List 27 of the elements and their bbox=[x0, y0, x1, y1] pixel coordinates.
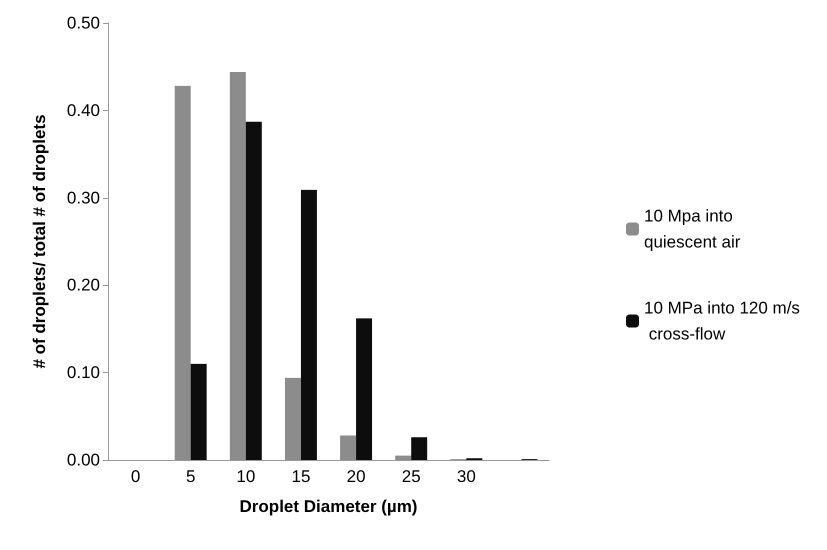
bar bbox=[246, 122, 262, 460]
x-tick-label: 25 bbox=[402, 467, 421, 486]
y-tick-label: 0.50 bbox=[66, 14, 100, 32]
bar bbox=[395, 456, 412, 460]
x-tick-label: 0 bbox=[130, 467, 140, 486]
y-axis-title: # of droplets/ total # of droplets bbox=[30, 114, 49, 369]
legend-label: 10 MPa into 120 m/s cross-flow bbox=[644, 298, 800, 344]
y-tick-label: 0.20 bbox=[66, 276, 100, 295]
legend-label: 10 Mpa into quiescent air bbox=[644, 206, 741, 252]
x-tick-label: 30 bbox=[456, 467, 476, 486]
bar bbox=[411, 437, 428, 460]
x-axis-title: Droplet Diameter (µm) bbox=[240, 497, 418, 516]
y-tick-label: 0.00 bbox=[66, 450, 100, 470]
y-tick-label: 0.10 bbox=[66, 363, 100, 382]
bar bbox=[174, 86, 191, 460]
y-tick-label: 0.40 bbox=[66, 100, 100, 120]
x-tick-label: 10 bbox=[236, 467, 256, 486]
bar bbox=[190, 364, 207, 460]
bar bbox=[284, 378, 301, 460]
y-tick-label: 0.30 bbox=[66, 188, 100, 208]
bar bbox=[300, 190, 317, 460]
x-tick-label: 5 bbox=[186, 467, 196, 486]
bar bbox=[230, 72, 246, 460]
x-tick-label: 15 bbox=[291, 467, 310, 486]
bar bbox=[356, 318, 372, 460]
bar bbox=[340, 436, 356, 460]
x-tick-label: 20 bbox=[346, 467, 366, 486]
